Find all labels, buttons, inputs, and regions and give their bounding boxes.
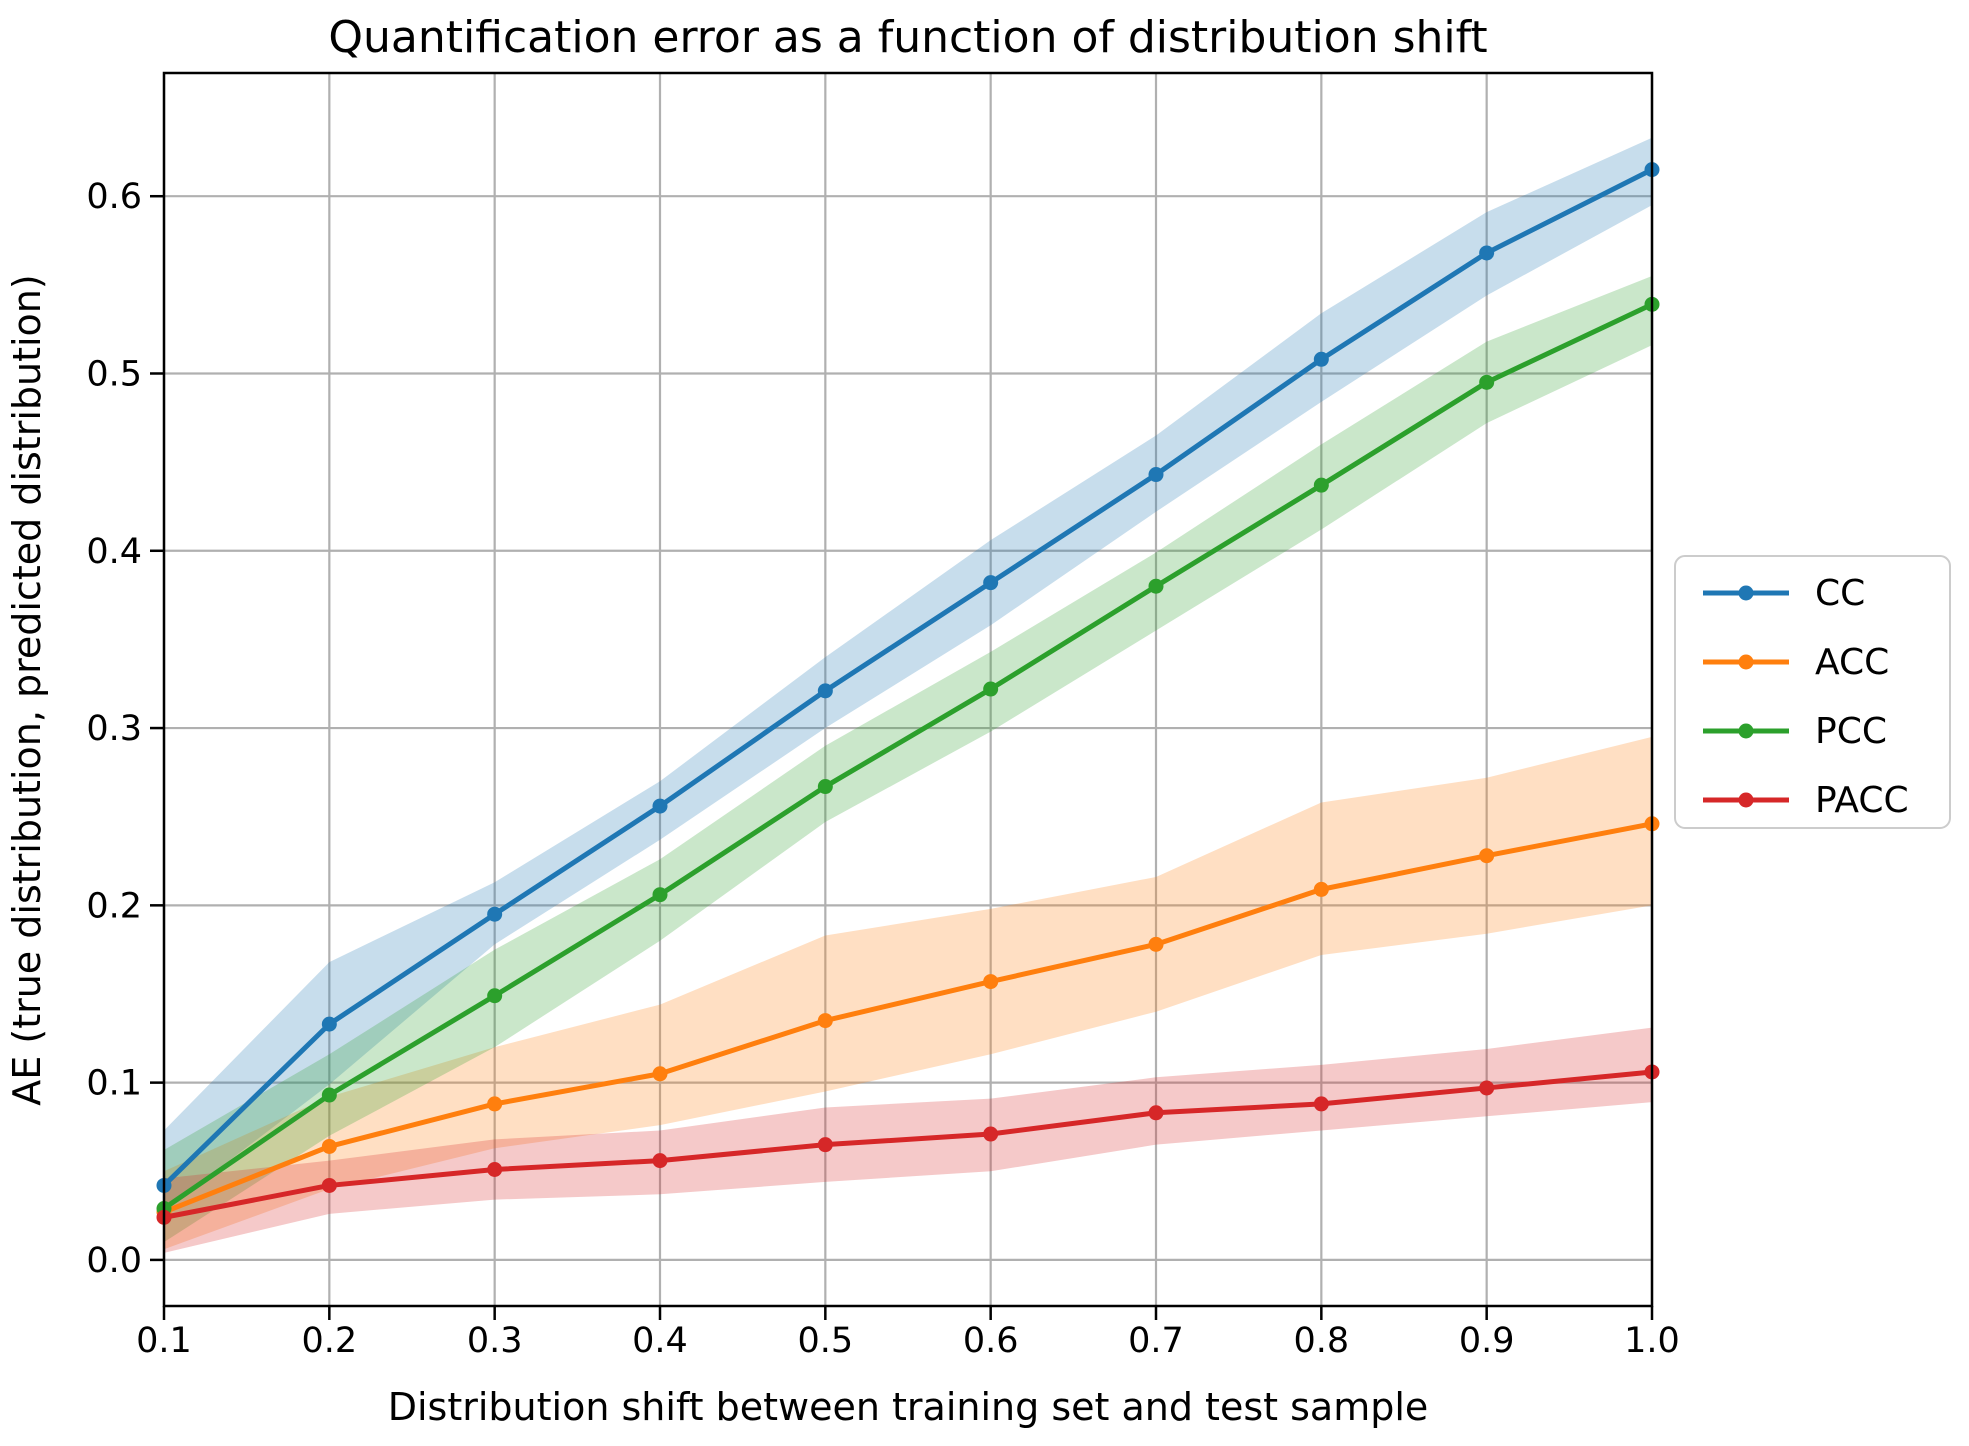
pcc-marker	[321, 1087, 337, 1103]
cc-line	[161, 167, 1655, 1188]
cc-confidence-band	[164, 137, 1652, 1211]
acc-marker	[652, 1066, 668, 1082]
confidence-bands	[164, 137, 1652, 1253]
y-tick-label: 0.4	[86, 532, 142, 572]
pacc-marker	[487, 1161, 503, 1177]
x-tick-label: 0.1	[136, 1321, 192, 1361]
x-tick-label: 0.2	[301, 1321, 357, 1361]
pacc-marker	[983, 1126, 999, 1142]
x-tick-label: 0.6	[963, 1321, 1019, 1361]
legend-item-pcc: PCC	[1703, 711, 1887, 752]
x-tick-label: 0.4	[632, 1321, 688, 1361]
legend-label: PACC	[1815, 780, 1909, 821]
cc-marker	[1148, 467, 1164, 483]
acc-marker	[321, 1138, 337, 1154]
cc-marker	[817, 683, 833, 699]
cc-marker	[1479, 245, 1495, 261]
pacc-marker	[1479, 1080, 1495, 1096]
legend-label: CC	[1815, 573, 1865, 614]
y-tick-label: 0.0	[86, 1241, 142, 1281]
pacc-marker	[817, 1137, 833, 1153]
x-tick-label: 0.9	[1459, 1321, 1515, 1361]
cc-marker	[321, 1016, 337, 1032]
acc-marker	[1479, 848, 1495, 864]
legend-item-pacc: PACC	[1703, 780, 1909, 821]
y-tick-label: 0.3	[86, 709, 142, 749]
cc-marker	[1313, 351, 1329, 367]
legend-item-acc: ACC	[1703, 642, 1889, 683]
x-tick-label: 1.0	[1624, 1321, 1680, 1361]
pacc-marker	[1313, 1096, 1329, 1112]
x-axis-label: Distribution shift between training set …	[388, 1385, 1429, 1429]
acc-marker	[487, 1096, 503, 1112]
legend-marker-sample	[1738, 585, 1754, 601]
x-tick-label: 0.3	[467, 1321, 523, 1361]
legend-marker-sample	[1738, 723, 1754, 739]
x-tick-label: 0.5	[797, 1321, 853, 1361]
acc-marker	[1148, 936, 1164, 952]
legend-marker-sample	[1738, 654, 1754, 670]
pcc-marker	[487, 988, 503, 1004]
y-axis-label: AE (true distribution, predicted distrib…	[5, 274, 49, 1105]
series-lines	[156, 162, 1660, 1225]
pacc-marker	[652, 1153, 668, 1169]
pcc-marker	[817, 779, 833, 795]
x-tick-label: 0.8	[1293, 1321, 1349, 1361]
pcc-marker	[652, 887, 668, 903]
pcc-marker	[1148, 578, 1164, 594]
chart-title: Quantification error as a function of di…	[328, 12, 1487, 63]
legend-label: PCC	[1815, 711, 1887, 752]
acc-confidence-band	[164, 736, 1652, 1250]
acc-marker	[983, 974, 999, 990]
pcc-marker	[1479, 374, 1495, 390]
y-tick-label: 0.5	[86, 354, 142, 394]
cc-marker	[983, 575, 999, 591]
cc-marker	[487, 906, 503, 922]
acc-marker	[1313, 881, 1329, 897]
legend: CC ACC PCC PACC	[1674, 555, 1951, 829]
x-tick-label: 0.7	[1128, 1321, 1184, 1361]
pcc-confidence-band	[164, 275, 1652, 1243]
legend-item-cc: CC	[1703, 573, 1865, 614]
acc-line	[161, 821, 1655, 1215]
legend-box	[1674, 555, 1951, 829]
axis-ticks: 0.1 0.2 0.3 0.4 0.5 0.6 0.7 0.8 0.9 1.0 0.0 0.1 0.2 0…	[86, 177, 1680, 1361]
pcc-line	[161, 301, 1655, 1211]
legend-marker-sample	[1738, 792, 1754, 808]
legend-label: ACC	[1815, 642, 1889, 683]
pacc-line	[161, 1069, 1655, 1220]
plot-frame	[162, 71, 1654, 1308]
y-tick-label: 0.2	[86, 886, 142, 926]
pcc-marker	[1313, 477, 1329, 493]
pacc-marker	[1148, 1105, 1164, 1121]
acc-marker	[817, 1013, 833, 1029]
pacc-marker	[321, 1177, 337, 1193]
y-tick-label: 0.1	[86, 1064, 142, 1104]
pcc-marker	[983, 681, 999, 697]
y-tick-label: 0.6	[86, 177, 142, 217]
cc-marker	[652, 798, 668, 814]
